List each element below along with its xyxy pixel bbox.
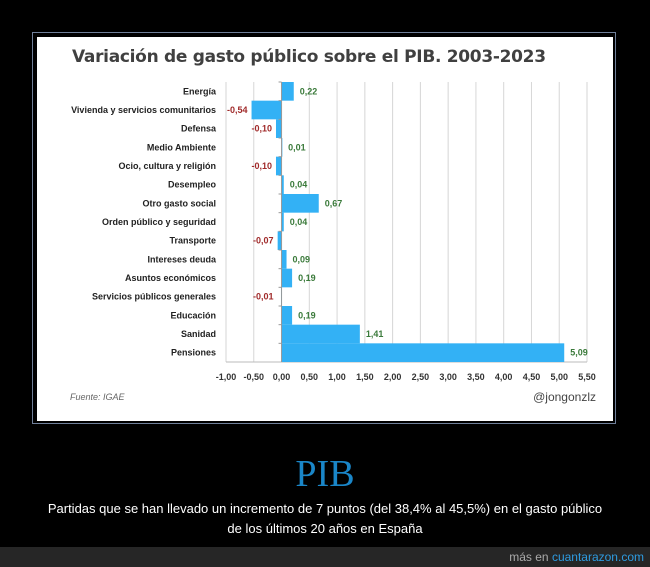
x-tick-label: 1,00 xyxy=(328,372,346,382)
bar xyxy=(281,82,294,101)
category-label: Transporte xyxy=(169,236,216,246)
bar xyxy=(251,100,282,120)
data-label: 0,04 xyxy=(290,180,308,190)
x-tick-label: 2,50 xyxy=(412,372,430,382)
bar xyxy=(275,119,282,138)
category-label: Pensiones xyxy=(171,348,216,358)
post-title[interactable]: PIB xyxy=(295,453,355,495)
x-tick-label: 5,50 xyxy=(578,372,596,382)
x-tick-label: 3,50 xyxy=(467,372,485,382)
x-tick-label: -0,50 xyxy=(244,372,265,382)
category-label: Vivienda y servicios comunitarios xyxy=(71,105,216,115)
description-line-1: Partidas que se han llevado un increment… xyxy=(47,501,603,516)
category-label: Otro gasto social xyxy=(142,198,216,208)
footer-bar: más en cuantarazon.com xyxy=(0,547,650,567)
category-label: Energía xyxy=(183,86,217,96)
x-tick-label: 5,00 xyxy=(550,372,568,382)
data-label: 0,09 xyxy=(293,254,311,264)
bar xyxy=(281,343,565,362)
bar xyxy=(281,194,319,213)
x-tick-label: 1,50 xyxy=(356,372,374,382)
category-label: Sanidad xyxy=(181,329,216,339)
category-label: Desempleo xyxy=(168,180,217,190)
x-tick-label: -1,00 xyxy=(216,372,237,382)
x-tick-label: 0,00 xyxy=(273,372,291,382)
category-label: Intereses deuda xyxy=(147,254,217,264)
bar xyxy=(281,324,360,344)
bar xyxy=(275,156,282,176)
bar xyxy=(277,231,282,250)
post-description: Partidas que se han llevado un increment… xyxy=(0,499,650,539)
bar xyxy=(281,268,293,288)
more-link-text: más en cuantarazon.com xyxy=(509,550,644,564)
data-label: -0,07 xyxy=(253,236,274,246)
more-prefix: más en xyxy=(509,550,549,564)
x-tick-label: 2,00 xyxy=(384,372,402,382)
data-label: -0,01 xyxy=(253,292,274,302)
data-label: 0,01 xyxy=(288,142,306,152)
category-label: Educación xyxy=(170,310,216,320)
data-label: 5,09 xyxy=(570,348,588,358)
x-tick-label: 4,00 xyxy=(495,372,513,382)
data-label: 1,41 xyxy=(366,329,384,339)
bar xyxy=(281,212,284,232)
x-tick-label: 3,00 xyxy=(439,372,457,382)
data-label: -0,10 xyxy=(251,124,272,134)
category-label: Ocio, cultura y religión xyxy=(118,161,216,171)
site-link[interactable]: cuantarazon.com xyxy=(551,550,644,564)
category-label: Asuntos económicos xyxy=(125,273,216,283)
description-line-2: de los últimos 20 años en España xyxy=(227,521,423,536)
data-label: 0,04 xyxy=(290,217,308,227)
data-label: 0,22 xyxy=(300,86,318,96)
chart-frame xyxy=(32,32,616,424)
x-tick-label: 4,50 xyxy=(523,372,541,382)
category-label: Servicios públicos generales xyxy=(92,292,216,302)
category-label: Defensa xyxy=(181,124,217,134)
x-tick-label: 0,50 xyxy=(301,372,319,382)
data-label: -0,10 xyxy=(251,161,272,171)
data-label: 0,19 xyxy=(298,273,316,283)
data-label: 0,19 xyxy=(298,310,316,320)
author-handle: @jongonzlz xyxy=(533,390,596,404)
bar-chart: -1,00 -0,50 0,00 0,50 1,00 1,50 2,00 2,50 3,00 3,… xyxy=(71,81,596,382)
bar xyxy=(281,175,284,194)
category-label: Orden público y seguridad xyxy=(102,217,216,227)
category-label: Medio Ambiente xyxy=(147,142,216,152)
data-label: 0,67 xyxy=(325,198,343,208)
bar xyxy=(281,306,293,325)
data-label: -0,54 xyxy=(227,105,248,115)
bar xyxy=(281,250,287,269)
chart-title: Variación de gasto público sobre el PIB.… xyxy=(72,47,546,67)
chart-source: Fuente: IGAE xyxy=(70,392,125,402)
